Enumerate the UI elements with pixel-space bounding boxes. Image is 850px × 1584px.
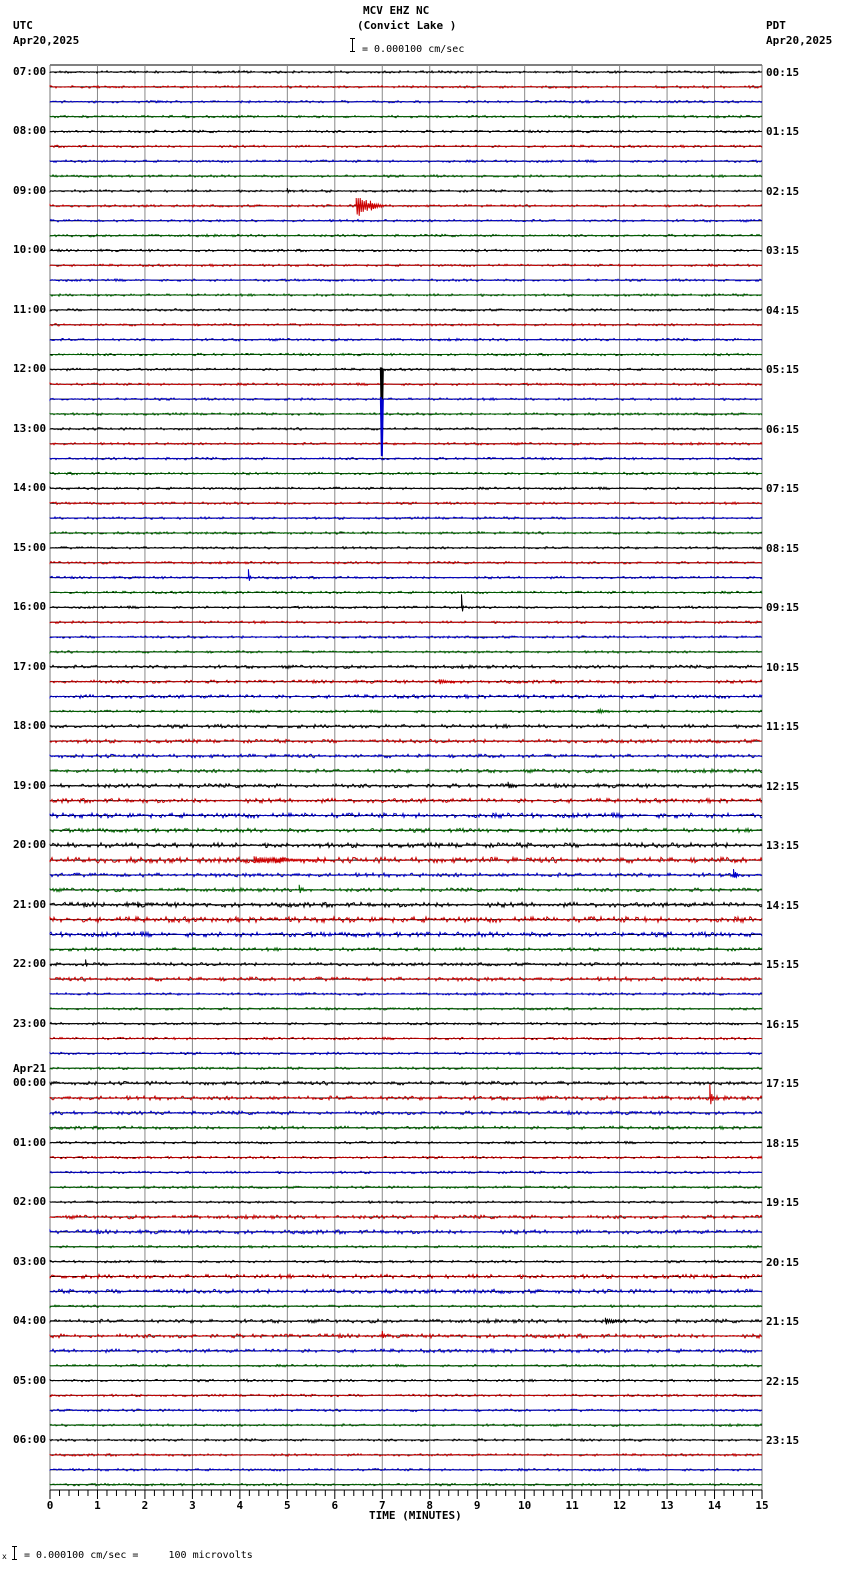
x-tick-label: 15 <box>755 1499 769 1512</box>
utc-hour-label: 10:00 <box>13 243 47 257</box>
pdt-hour-label: 00:15 <box>766 66 800 79</box>
pdt-hour-label: 20:15 <box>766 1255 800 1269</box>
right-date: Apr20,2025 <box>766 34 833 47</box>
x-axis-label: TIME (MINUTES) <box>369 1509 462 1522</box>
x-tick-label: 1 <box>94 1499 101 1512</box>
utc-hour-label: 19:00 <box>13 778 47 792</box>
x-tick-label: 10 <box>518 1499 532 1512</box>
x-tick-label: 11 <box>565 1499 579 1512</box>
utc-hour-label: 06:00 <box>13 1433 47 1447</box>
station-location: (Convict Lake ) <box>357 19 457 32</box>
pdt-hour-label: 08:15 <box>766 541 800 555</box>
x-tick-label: 12 <box>612 1499 627 1512</box>
station-title: MCV EHZ NC <box>363 4 430 17</box>
pdt-hour-label: 04:15 <box>766 303 800 317</box>
utc-hour-label: 18:00 <box>13 719 47 733</box>
pdt-hour-label: 10:15 <box>766 660 800 674</box>
utc-hour-label: 14:00 <box>13 481 47 495</box>
pdt-hour-label: 13:15 <box>766 839 800 853</box>
pdt-hour-label: 22:15 <box>766 1374 800 1388</box>
utc-hour-label: 22:00 <box>13 957 47 971</box>
scale-text: = 0.000100 cm/sec <box>362 44 465 55</box>
utc-hour-label: 16:00 <box>13 600 47 614</box>
x-tick-label: 5 <box>284 1499 291 1512</box>
utc-hour-label: 23:00 <box>13 1016 47 1030</box>
pdt-hour-label: 21:15 <box>766 1315 800 1329</box>
utc-hour-label: 00:00 <box>13 1076 47 1090</box>
left-timezone: UTC <box>13 19 33 32</box>
pdt-hour-label: 14:15 <box>766 898 800 912</box>
right-timezone: PDT <box>766 19 786 32</box>
footer-scale-prefix: x <box>2 1552 7 1561</box>
x-tick-label: 2 <box>141 1499 149 1512</box>
x-tick-label: 13 <box>660 1499 674 1512</box>
pdt-hour-label: 17:15 <box>766 1077 800 1091</box>
pdt-hour-label: 12:15 <box>766 779 800 793</box>
utc-hour-label: 20:00 <box>13 838 47 852</box>
utc-hour-label: 03:00 <box>13 1254 47 1268</box>
utc-hour-label: 01:00 <box>13 1135 47 1149</box>
pdt-hour-label: 07:15 <box>766 482 800 496</box>
utc-hour-label: 07:00 <box>13 65 47 78</box>
utc-hour-label: 11:00 <box>13 302 47 316</box>
footer-scale-bar-icon <box>12 1546 17 1560</box>
x-tick-label: 6 <box>331 1499 339 1512</box>
pdt-hour-label: 02:15 <box>766 184 800 198</box>
footer-scale-text: = 0.000100 cm/sec = 100 microvolts <box>24 1550 253 1561</box>
pdt-hour-label: 16:15 <box>766 1017 800 1031</box>
x-tick-label: 9 <box>473 1499 481 1512</box>
utc-hour-label: 21:00 <box>13 897 47 911</box>
x-tick-label: 14 <box>707 1499 722 1512</box>
utc-hour-label: 05:00 <box>13 1373 47 1387</box>
pdt-hour-label: 18:15 <box>766 1136 800 1150</box>
pdt-hour-label: 11:15 <box>766 720 800 734</box>
date-change-label: Apr21 <box>13 1062 47 1076</box>
pdt-hour-label: 19:15 <box>766 1196 800 1210</box>
pdt-hour-label: 06:15 <box>766 422 800 436</box>
x-tick-label: 8 <box>426 1499 434 1512</box>
x-tick-label: 7 <box>378 1499 386 1512</box>
utc-hour-label: 17:00 <box>13 659 47 673</box>
utc-hour-label: 12:00 <box>13 362 47 376</box>
utc-hour-label: 15:00 <box>13 540 47 554</box>
x-tick-label: 3 <box>189 1499 196 1512</box>
x-tick-label: 0 <box>46 1499 54 1512</box>
pdt-hour-label: 09:15 <box>766 601 800 615</box>
scale-bar-icon <box>350 38 355 52</box>
utc-hour-label: 13:00 <box>13 421 47 435</box>
pdt-hour-label: 23:15 <box>766 1434 800 1448</box>
utc-hour-label: 08:00 <box>13 124 47 138</box>
pdt-hour-label: 03:15 <box>766 244 800 258</box>
pdt-hour-label: 05:15 <box>766 363 800 377</box>
pdt-hour-label: 01:15 <box>766 125 800 139</box>
x-tick-label: 4 <box>236 1499 244 1512</box>
left-date: Apr20,2025 <box>13 34 80 47</box>
pdt-hour-label: 15:15 <box>766 958 800 972</box>
utc-hour-label: 02:00 <box>13 1195 47 1209</box>
utc-hour-label: 09:00 <box>13 183 47 197</box>
utc-hour-label: 04:00 <box>13 1314 47 1328</box>
